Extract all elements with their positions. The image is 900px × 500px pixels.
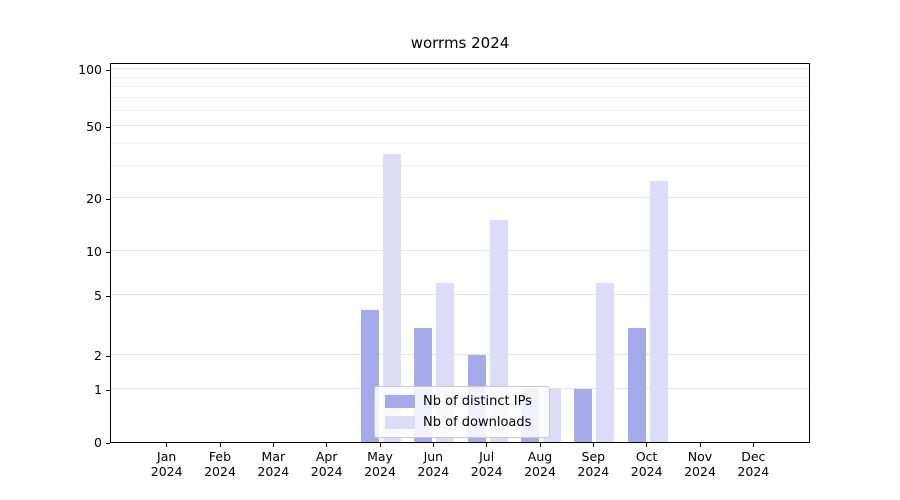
- xtick-month: Apr: [315, 449, 338, 464]
- xtick-label-mar: Mar 2024: [241, 449, 305, 479]
- xtick-month: Sep: [581, 449, 606, 464]
- xtick-mark: [539, 443, 541, 447]
- xtick-year: 2024: [577, 464, 610, 479]
- ytick-label-1: 1: [94, 382, 102, 397]
- xtick-year: 2024: [524, 464, 556, 479]
- xtick-label-apr: Apr 2024: [295, 449, 359, 479]
- legend-label-downloads: Nb of downloads: [423, 415, 532, 430]
- xtick-mark: [432, 443, 434, 447]
- ytick-mark: [106, 442, 110, 444]
- xtick-mark: [272, 443, 274, 447]
- xtick-mark: [646, 443, 648, 447]
- xtick-mark: [699, 443, 701, 447]
- xtick-year: 2024: [204, 464, 236, 479]
- xtick-label-may: May 2024: [348, 449, 412, 479]
- xtick-mark: [752, 443, 754, 447]
- legend-row-downloads: Nb of downloads: [385, 415, 539, 430]
- xtick-month: Feb: [208, 449, 232, 464]
- xtick-month: Mar: [261, 449, 286, 464]
- xtick-year: 2024: [257, 464, 290, 479]
- xtick-mark: [379, 443, 381, 447]
- ytick-mark: [106, 389, 110, 391]
- xtick-year: 2024: [684, 464, 716, 479]
- ytick-mark: [106, 198, 110, 200]
- ytick-label-100: 100: [78, 62, 102, 77]
- legend-swatch-downloads: [385, 416, 415, 429]
- gridline-minor: [111, 86, 809, 88]
- xtick-year: 2024: [417, 464, 450, 479]
- xtick-month: Nov: [687, 449, 713, 464]
- xtick-label-sep: Sep 2024: [561, 449, 625, 479]
- xtick-month: Jan: [157, 449, 177, 464]
- gridline-minor: [111, 97, 809, 99]
- legend-row-distinct-ips: Nb of distinct IPs: [385, 394, 539, 409]
- xtick-month: Aug: [527, 449, 553, 464]
- gridline-major: [111, 250, 809, 251]
- legend: Nb of distinct IPs Nb of downloads: [374, 386, 550, 438]
- xtick-label-feb: Feb 2024: [188, 449, 252, 479]
- xtick-month: Jun: [423, 449, 444, 464]
- xtick-label-jan: Jan 2024: [135, 449, 199, 479]
- bar-downloads-may-2024: [383, 154, 401, 442]
- xtick-month: Oct: [635, 449, 658, 464]
- xtick-label-nov: Nov 2024: [668, 449, 732, 479]
- xtick-mark: [219, 443, 221, 447]
- xtick-label-oct: Oct 2024: [615, 449, 679, 479]
- gridline-major: [111, 197, 809, 198]
- ytick-label-20: 20: [86, 191, 102, 206]
- ytick-label-2: 2: [94, 348, 102, 363]
- xtick-year: 2024: [150, 464, 183, 479]
- legend-label-distinct-ips: Nb of distinct IPs: [423, 394, 532, 409]
- ytick-mark: [106, 251, 110, 253]
- xtick-label-dec: Dec 2024: [721, 449, 785, 479]
- plot-area: [110, 63, 810, 443]
- ytick-label-5: 5: [94, 288, 102, 303]
- gridline-major: [111, 294, 809, 295]
- bar-downloads-oct-2024: [649, 180, 668, 442]
- xtick-month: Dec: [741, 449, 766, 464]
- bar-distinct-ips-oct-2024: [627, 328, 646, 442]
- gridline-minor: [111, 110, 809, 112]
- bar-downloads-sep-2024: [596, 283, 615, 442]
- ytick-label-0: 0: [94, 435, 102, 450]
- gridline-major: [111, 125, 809, 126]
- xtick-year: 2024: [630, 464, 663, 479]
- ytick-mark: [106, 126, 110, 128]
- xtick-mark: [486, 443, 488, 447]
- gridline-major: [111, 68, 809, 69]
- gridline-minor: [111, 76, 809, 78]
- ytick-mark: [106, 355, 110, 357]
- legend-swatch-distinct-ips: [385, 395, 415, 408]
- xtick-mark: [326, 443, 328, 447]
- ytick-mark: [106, 295, 110, 297]
- xtick-label-aug: Aug 2024: [508, 449, 572, 479]
- xtick-label-jun: Jun 2024: [401, 449, 465, 479]
- ytick-mark: [106, 69, 110, 71]
- xtick-year: 2024: [364, 464, 396, 479]
- xtick-mark: [166, 443, 168, 447]
- xtick-mark: [592, 443, 594, 447]
- gridline-minor: [111, 142, 809, 144]
- xtick-label-jul: Jul 2024: [455, 449, 519, 479]
- ytick-label-10: 10: [86, 244, 102, 259]
- gridline-major: [111, 354, 809, 355]
- gridline-minor: [111, 165, 809, 167]
- bar-distinct-ips-sep-2024: [574, 389, 593, 442]
- xtick-year: 2024: [737, 464, 770, 479]
- xtick-year: 2024: [310, 464, 343, 479]
- xtick-month: May: [367, 449, 393, 464]
- chart-title: worrms 2024: [410, 34, 510, 52]
- xtick-year: 2024: [470, 464, 503, 479]
- xtick-month: Jul: [479, 449, 495, 464]
- ytick-label-50: 50: [86, 119, 102, 134]
